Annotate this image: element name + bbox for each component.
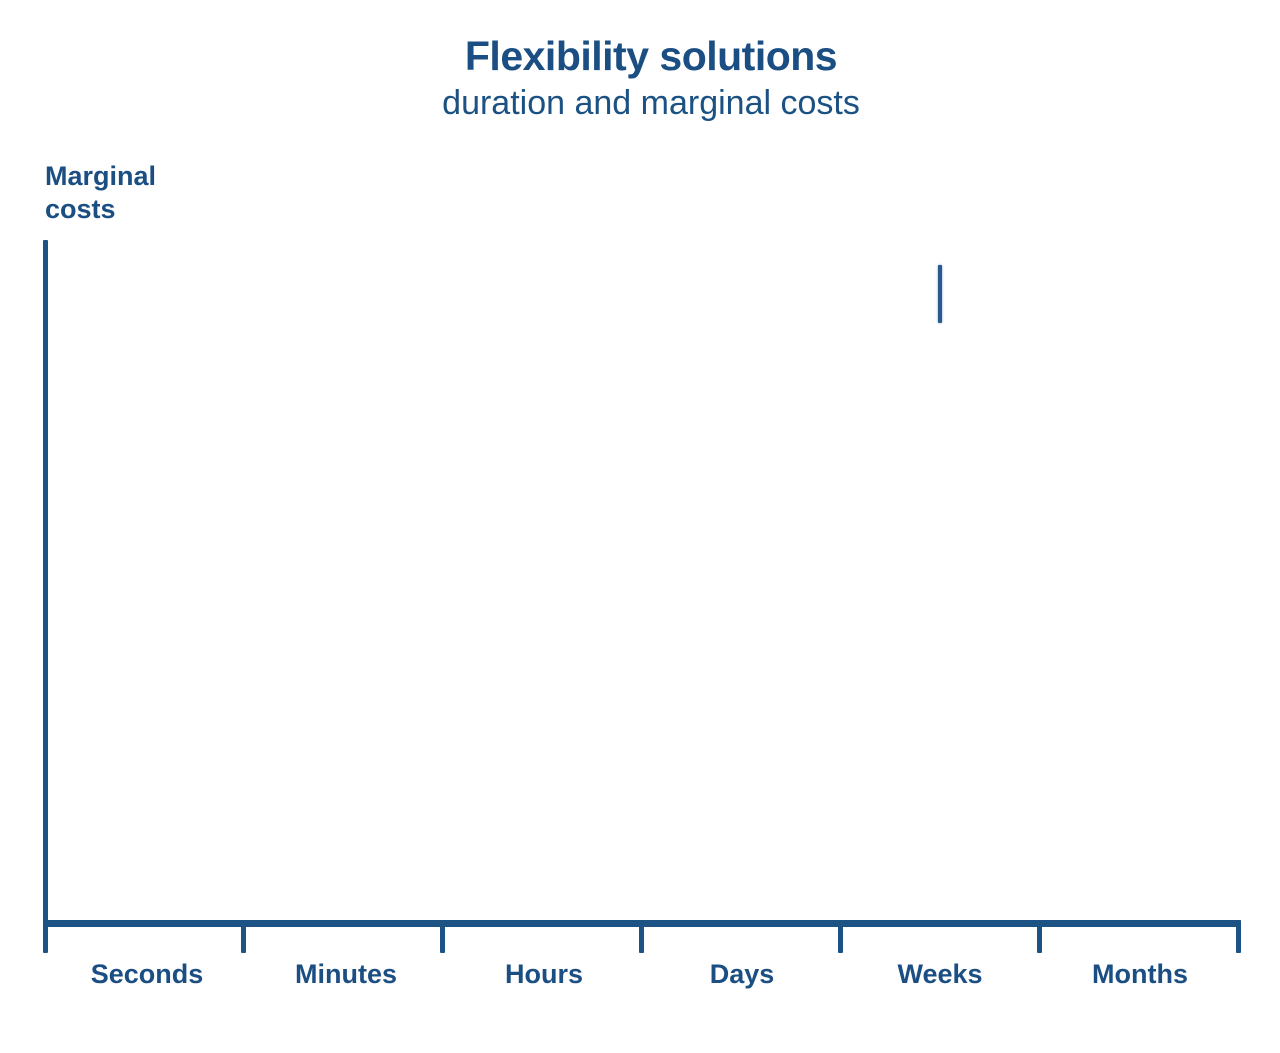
x-axis-category-seconds: Seconds <box>90 959 204 989</box>
x-axis-tick <box>440 920 445 953</box>
x-axis-tick <box>241 920 246 953</box>
x-axis-category-weeks: Weeks <box>897 959 983 989</box>
y-axis-label: Marginal costs <box>45 161 157 225</box>
y-axis-line <box>43 240 48 953</box>
chart-subtitle: duration and marginal costs <box>442 84 860 122</box>
x-axis-category-months: Months <box>1092 959 1188 989</box>
x-axis-category-days: Days <box>709 959 775 989</box>
x-axis-category-minutes: Minutes <box>294 959 398 989</box>
chart-title: Flexibility solutions <box>464 33 838 79</box>
x-axis-tick <box>1236 920 1241 953</box>
x-axis-tick <box>838 920 843 953</box>
x-axis-tick <box>1037 920 1042 953</box>
x-axis-tick <box>639 920 644 953</box>
x-axis-category-hours: Hours <box>504 959 584 989</box>
vertical-line-segment-annotation <box>938 265 942 323</box>
